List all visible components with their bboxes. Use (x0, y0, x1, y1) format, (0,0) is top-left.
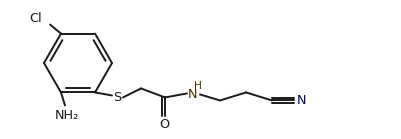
Text: Cl: Cl (29, 12, 42, 25)
Text: O: O (158, 118, 169, 131)
Text: S: S (113, 91, 121, 104)
Text: N: N (296, 94, 306, 107)
Text: H: H (194, 81, 201, 91)
Text: N: N (188, 88, 197, 101)
Text: NH₂: NH₂ (55, 109, 79, 122)
